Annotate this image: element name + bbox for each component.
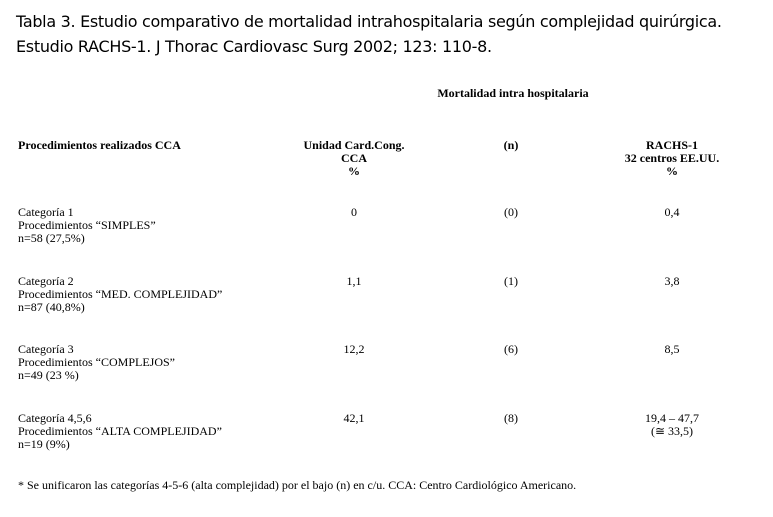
row-procedure-line: n=19 (9%): [18, 437, 70, 451]
row-procedure-line: Categoría 3: [18, 342, 74, 356]
row-rachs-line: (≅ 33,5): [650, 424, 694, 438]
header-unit-line: Unidad Card.Cong.: [303, 138, 405, 152]
header-rachs-line: RACHS-1: [645, 138, 698, 152]
row-rachs-line: 0,4: [664, 205, 680, 219]
row-rachs-line: 3,8: [664, 274, 680, 288]
header-procedures: Procedimientos realizados CCA: [18, 138, 181, 152]
row-procedure: Categoría 4,5,6 Procedimientos “ALTA COMP…: [18, 412, 222, 451]
row-rachs-value: 8,5: [572, 343, 772, 356]
row-n-value: (1): [504, 274, 518, 288]
row-procedure: Categoría 3 Procedimientos “COMPLEJOS” n=4…: [18, 343, 175, 382]
table-title-line-1: Tabla 3. Estudio comparativo de mortalid…: [16, 12, 722, 31]
row-procedure-line: Categoría 1: [18, 205, 74, 219]
row-procedure-line: Categoría 4,5,6: [18, 411, 92, 425]
header-unit: Unidad Card.Cong. CCA %: [254, 139, 454, 178]
row-rachs-value: 19,4 – 47,7 (≅ 33,5): [572, 412, 772, 438]
row-procedure-line: Procedimientos “ALTA COMPLEJIDAD”: [18, 424, 222, 438]
header-rachs: RACHS-1 32 centros EE.UU. %: [572, 139, 772, 178]
row-rachs-value: 0,4: [572, 206, 772, 219]
row-procedure-line: Procedimientos “MED. COMPLEJIDAD”: [18, 287, 223, 301]
row-procedure-line: n=49 (23 %): [18, 368, 79, 382]
row-procedure-line: n=87 (40,8%): [18, 300, 85, 314]
header-n: (n): [503, 138, 519, 152]
row-unit-value: 0: [351, 205, 357, 219]
row-n-value: (8): [504, 411, 518, 425]
row-rachs-line: 8,5: [664, 342, 680, 356]
row-unit-value: 42,1: [343, 411, 365, 425]
row-procedure-line: Procedimientos “COMPLEJOS”: [18, 355, 175, 369]
footnote: * Se unificaron las categorías 4-5-6 (al…: [18, 478, 577, 492]
row-procedure-line: Procedimientos “SIMPLES”: [18, 218, 156, 232]
row-rachs-value: 3,8: [572, 275, 772, 288]
table-title-line-2: Estudio RACHS-1. J Thorac Cardiovasc Sur…: [16, 37, 492, 56]
row-unit-value: 12,2: [343, 342, 365, 356]
group-header: Mortalidad intra hospitalaria: [437, 86, 589, 100]
row-n-value: (0): [504, 205, 518, 219]
header-rachs-line: %: [666, 164, 678, 178]
row-unit-value: 1,1: [346, 274, 362, 288]
row-n-value: (6): [504, 342, 518, 356]
row-rachs-line: 19,4 – 47,7: [645, 411, 699, 425]
row-procedure: Categoría 1 Procedimientos “SIMPLES” n=58 …: [18, 206, 156, 245]
header-rachs-line: 32 centros EE.UU.: [624, 151, 720, 165]
header-unit-line: CCA: [341, 151, 367, 165]
row-procedure-line: Categoría 2: [18, 274, 74, 288]
row-procedure-line: n=58 (27,5%): [18, 231, 85, 245]
row-procedure: Categoría 2 Procedimientos “MED. COMPLEJI…: [18, 275, 222, 314]
header-unit-line: %: [348, 164, 360, 178]
